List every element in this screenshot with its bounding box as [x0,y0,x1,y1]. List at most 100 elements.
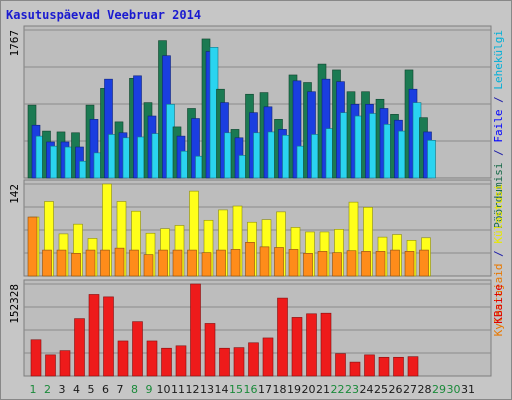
bar-middle-kylastajaid-day-2: Kylastajaid 2: 40 [42,249,52,277]
x-tick-label-day-13: 13 [200,383,214,396]
legend-labels: KBaite [492,284,505,324]
x-tick-label-day-19: 19 [287,383,301,396]
x-tick-label-day-6: 6 [102,383,109,396]
x-tick-label-day-12: 12 [186,383,200,396]
bar-bottom-kbaite-day-25: KBaite 25: 31000 [378,356,390,377]
x-tick-label-day-7: 7 [117,383,124,396]
bar-middle-kylastajaid-day-20: Kylastajaid 20: 35 [303,253,313,277]
x-tick-label-day-15: 15 [229,383,243,396]
y-max-label: 142 [8,184,21,204]
bar-middle-kylastajaid-day-23: Kylastajaid 23: 39 [346,250,357,277]
bar-middle-kylastajaid-day-22: Kylastajaid 22: 36 [332,252,342,277]
legend-label: Pöördumisi [492,162,505,228]
bar-middle-kylastajaid-day-12: Kylastajaid 12: 40 [187,249,197,277]
legend-separator: / [492,244,505,264]
x-tick-label-day-27: 27 [403,383,417,396]
bar-bottom-kbaite-day-16: KBaite 16: 55000 [248,342,259,377]
y-max-label: 152328 [8,284,21,324]
x-tick-label-day-17: 17 [258,383,272,396]
bar-middle-kylastajaid-day-7: Kylastajaid 7: 43 [114,247,125,277]
bar-bottom-kbaite-day-27: KBaite 27: 32000 [407,356,419,377]
legend-label: Faile [492,109,505,142]
bar-bottom-kbaite-day-18: KBaite 18: 129000 [277,297,288,377]
bar-bottom-kbaite-day-3: KBaite 3: 42000 [59,350,71,377]
bar-middle-kylastajaid-day-5: Kylastajaid 5: 40 [85,249,96,277]
x-tick-label-day-18: 18 [273,383,287,396]
bar-bottom-kbaite-day-8: KBaite 8: 90000 [132,321,143,377]
bar-bottom-kbaite-day-2: KBaite 2: 35000 [45,354,56,377]
bar-middle-kylastajaid-day-1: Kylastajaid 1: 91 [27,216,38,277]
x-tick-label-day-28: 28 [418,383,432,396]
panel-bottom: 152328 KBaite KBaite 1: 60000KBaite 2: 350… [8,279,505,377]
x-tick-label-day-29: 29 [432,383,446,396]
x-tick-label-day-10: 10 [157,383,171,396]
x-tick-label-day-3: 3 [59,383,66,396]
bar-middle-kylastajaid-day-11: Kylastajaid 11: 40 [172,249,183,277]
bar-middle-kylastajaid-day-9: Kylastajaid 9: 33 [143,254,154,277]
bar-middle-kylastajaid-day-27: Kylastajaid 27: 38 [404,251,415,277]
bar-top-lehekülgi-day-28: Lehekülgi 28: 450 [427,140,436,179]
x-tick-label-day-25: 25 [374,383,388,396]
y-max-label: 1767 [8,30,21,57]
bar-middle-kylastajaid-day-21: Kylastajaid 21: 38 [317,251,328,277]
legend-label: Külastusi [492,184,505,244]
bar-bottom-kbaite-day-22: KBaite 22: 37000 [335,353,346,377]
bar-middle-kylastajaid-day-14: Kylastajaid 14: 40 [216,249,226,277]
bar-bottom-kbaite-day-26: KBaite 26: 31000 [393,356,404,377]
bar-middle-kylastajaid-day-25: Kylastajaid 25: 38 [375,251,386,277]
legend-label: Kylastajaid [492,263,505,336]
bar-middle-kylastajaid-day-17: Kylastajaid 17: 45 [259,246,270,277]
x-tick-label-day-9: 9 [146,383,153,396]
bar-middle-kylastajaid-day-24: Kylastajaid 24: 38 [361,251,371,277]
bar-bottom-kbaite-day-17: KBaite 17: 63000 [262,337,274,377]
x-tick-label-day-11: 11 [171,383,185,396]
legend-separator: / [492,90,505,110]
bar-bottom-kbaite-day-20: KBaite 20: 103000 [306,313,317,377]
bar-middle-kylastajaid-day-19: Kylastajaid 19: 41 [288,249,299,277]
x-tick-label-day-4: 4 [73,383,80,396]
x-axis-tick-labels: 1 2 3 4 5 6 7 8 9 10 11 12 13 14 15 16 17 18 19 20 21 22 23 24 2… [30,383,476,396]
bar-middle-kylastajaid-day-4: Kylastajaid 4: 35 [71,253,81,277]
chart-panels: 1767 Pöördumisi / Faile / LehekülgiPöördu… [8,25,505,377]
bar-bottom-kbaite-day-9: KBaite 9: 58000 [146,340,158,377]
bar-bottom-kbaite-day-15: KBaite 15: 47000 [233,347,245,377]
legend-separator: / [492,143,505,163]
bar-bottom-kbaite-day-11: KBaite 11: 50000 [175,345,187,377]
bar-bottom-kbaite-day-10: KBaite 10: 46000 [161,347,172,377]
legend-labels: Pöördumisi / Faile / Lehekülgi [492,30,505,229]
bar-bottom-kbaite-day-1: KBaite 1: 60000 [30,339,42,377]
bar-bottom-kbaite-day-4: KBaite 4: 95000 [74,318,85,377]
bar-middle-kylastajaid-day-6: Kylastajaid 6: 40 [100,249,110,277]
bar-bottom-kbaite-day-13: KBaite 13: 87000 [204,323,216,377]
legend-labels: Kylastajaid / Külastusi [492,184,505,336]
bar-middle-kylastajaid-day-28: Kylastajaid 28: 40 [419,249,429,277]
x-tick-label-day-2: 2 [44,383,51,396]
x-tick-label-day-22: 22 [331,383,345,396]
x-tick-label-day-14: 14 [215,383,229,396]
x-tick-label-day-8: 8 [131,383,138,396]
x-tick-label-day-26: 26 [389,383,403,396]
bar-bottom-kbaite-day-24: KBaite 24: 35000 [364,354,375,377]
legend-label: Lehekülgi [492,30,505,90]
bar-middle-kylastajaid-day-15: Kylastajaid 15: 41 [230,249,241,277]
x-tick-label-day-30: 30 [447,383,461,396]
bar-bottom-kbaite-day-19: KBaite 19: 97000 [291,317,303,377]
bar-middle-kylastajaid-day-18: Kylastajaid 18: 44 [274,247,284,277]
bar-bottom-kbaite-day-6: KBaite 6: 131000 [103,296,114,377]
bar-middle-kylastajaid-day-8: Kylastajaid 8: 40 [129,249,139,277]
x-tick-label-day-31: 31 [461,383,475,396]
bar-bottom-kbaite-day-14: KBaite 14: 46000 [219,347,230,377]
x-tick-label-day-23: 23 [345,383,359,396]
bar-middle-kylastajaid-day-16: Kylastajaid 16: 52 [245,242,255,277]
panel-top: 1767 Pöördumisi / Faile / LehekülgiPöördu… [8,25,505,229]
bar-bottom-kbaite-day-7: KBaite 7: 58000 [117,340,129,377]
x-tick-label-day-21: 21 [316,383,330,396]
legend-label: KBaite [492,284,505,324]
bar-bottom-kbaite-day-12: KBaite 12: 152328 [190,283,201,377]
chart-title: Kasutuspäevad Veebruar 2014 [6,8,201,22]
x-tick-label-day-1: 1 [30,383,37,396]
bar-middle-kylastajaid-day-3: Kylastajaid 3: 40 [56,249,67,277]
